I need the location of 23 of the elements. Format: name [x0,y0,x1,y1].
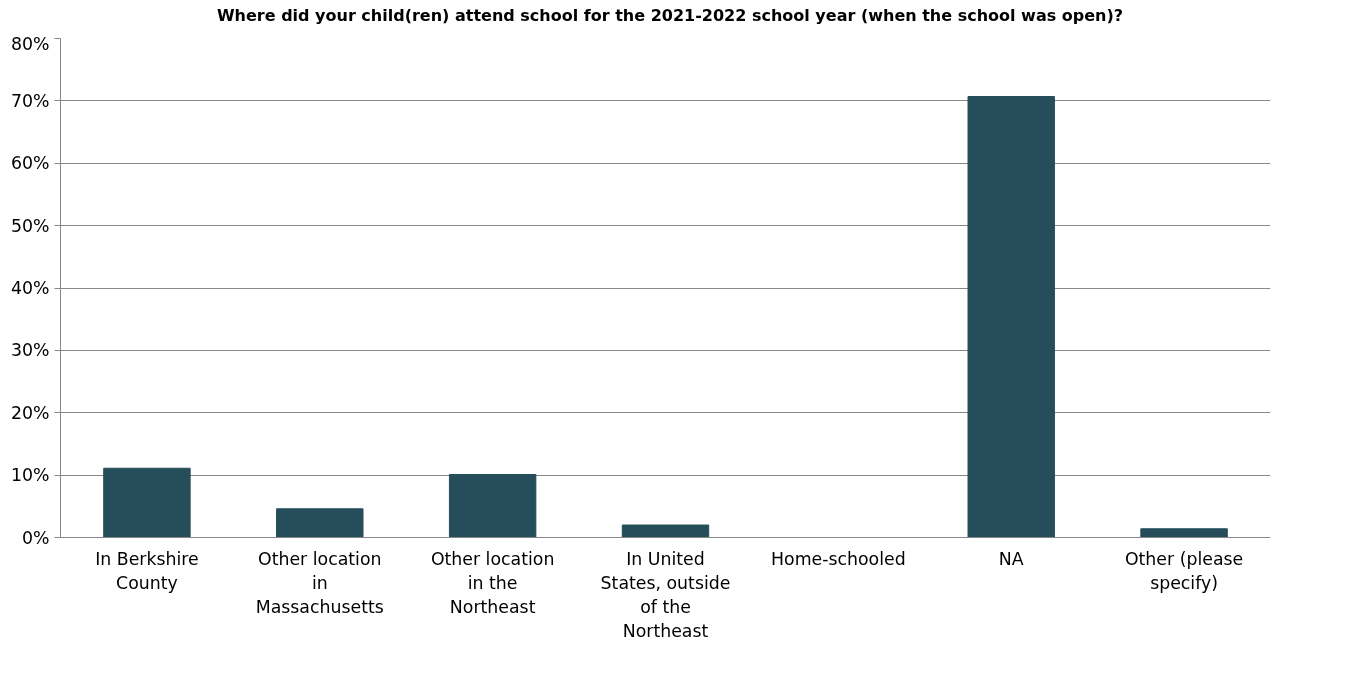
bar [621,524,710,538]
x-tick-label: Other location in the Northeast [430,548,555,617]
y-tick-label: 10% [10,464,50,485]
y-tick-label: 60% [10,153,50,174]
bar [448,473,537,538]
y-tick-label: 30% [10,340,50,361]
y-tick-label: 70% [10,90,50,111]
bar [103,467,191,538]
y-tick-label: 80% [10,33,50,54]
bar [967,95,1055,538]
y-tick-label: 40% [10,277,50,298]
bar [276,508,364,538]
x-tick-label: NA [998,548,1024,569]
y-tick-label: 0% [22,527,50,548]
y-tick-label: 50% [10,215,50,236]
chart-title: Where did your child(ren) attend school for the 2021-2022 school year (when the school was open)? [216,5,1124,27]
x-tick-label: Other (please specify) [1124,548,1244,593]
x-tick-label: In Berkshire County [95,548,199,593]
bar [1140,528,1228,538]
x-tick-label: Home-schooled [771,548,906,569]
y-tick-label: 20% [10,402,50,423]
x-tick-label: In United States, outside of the Northeast [600,548,731,641]
x-tick-label: Other location in Massachusetts [255,548,384,617]
